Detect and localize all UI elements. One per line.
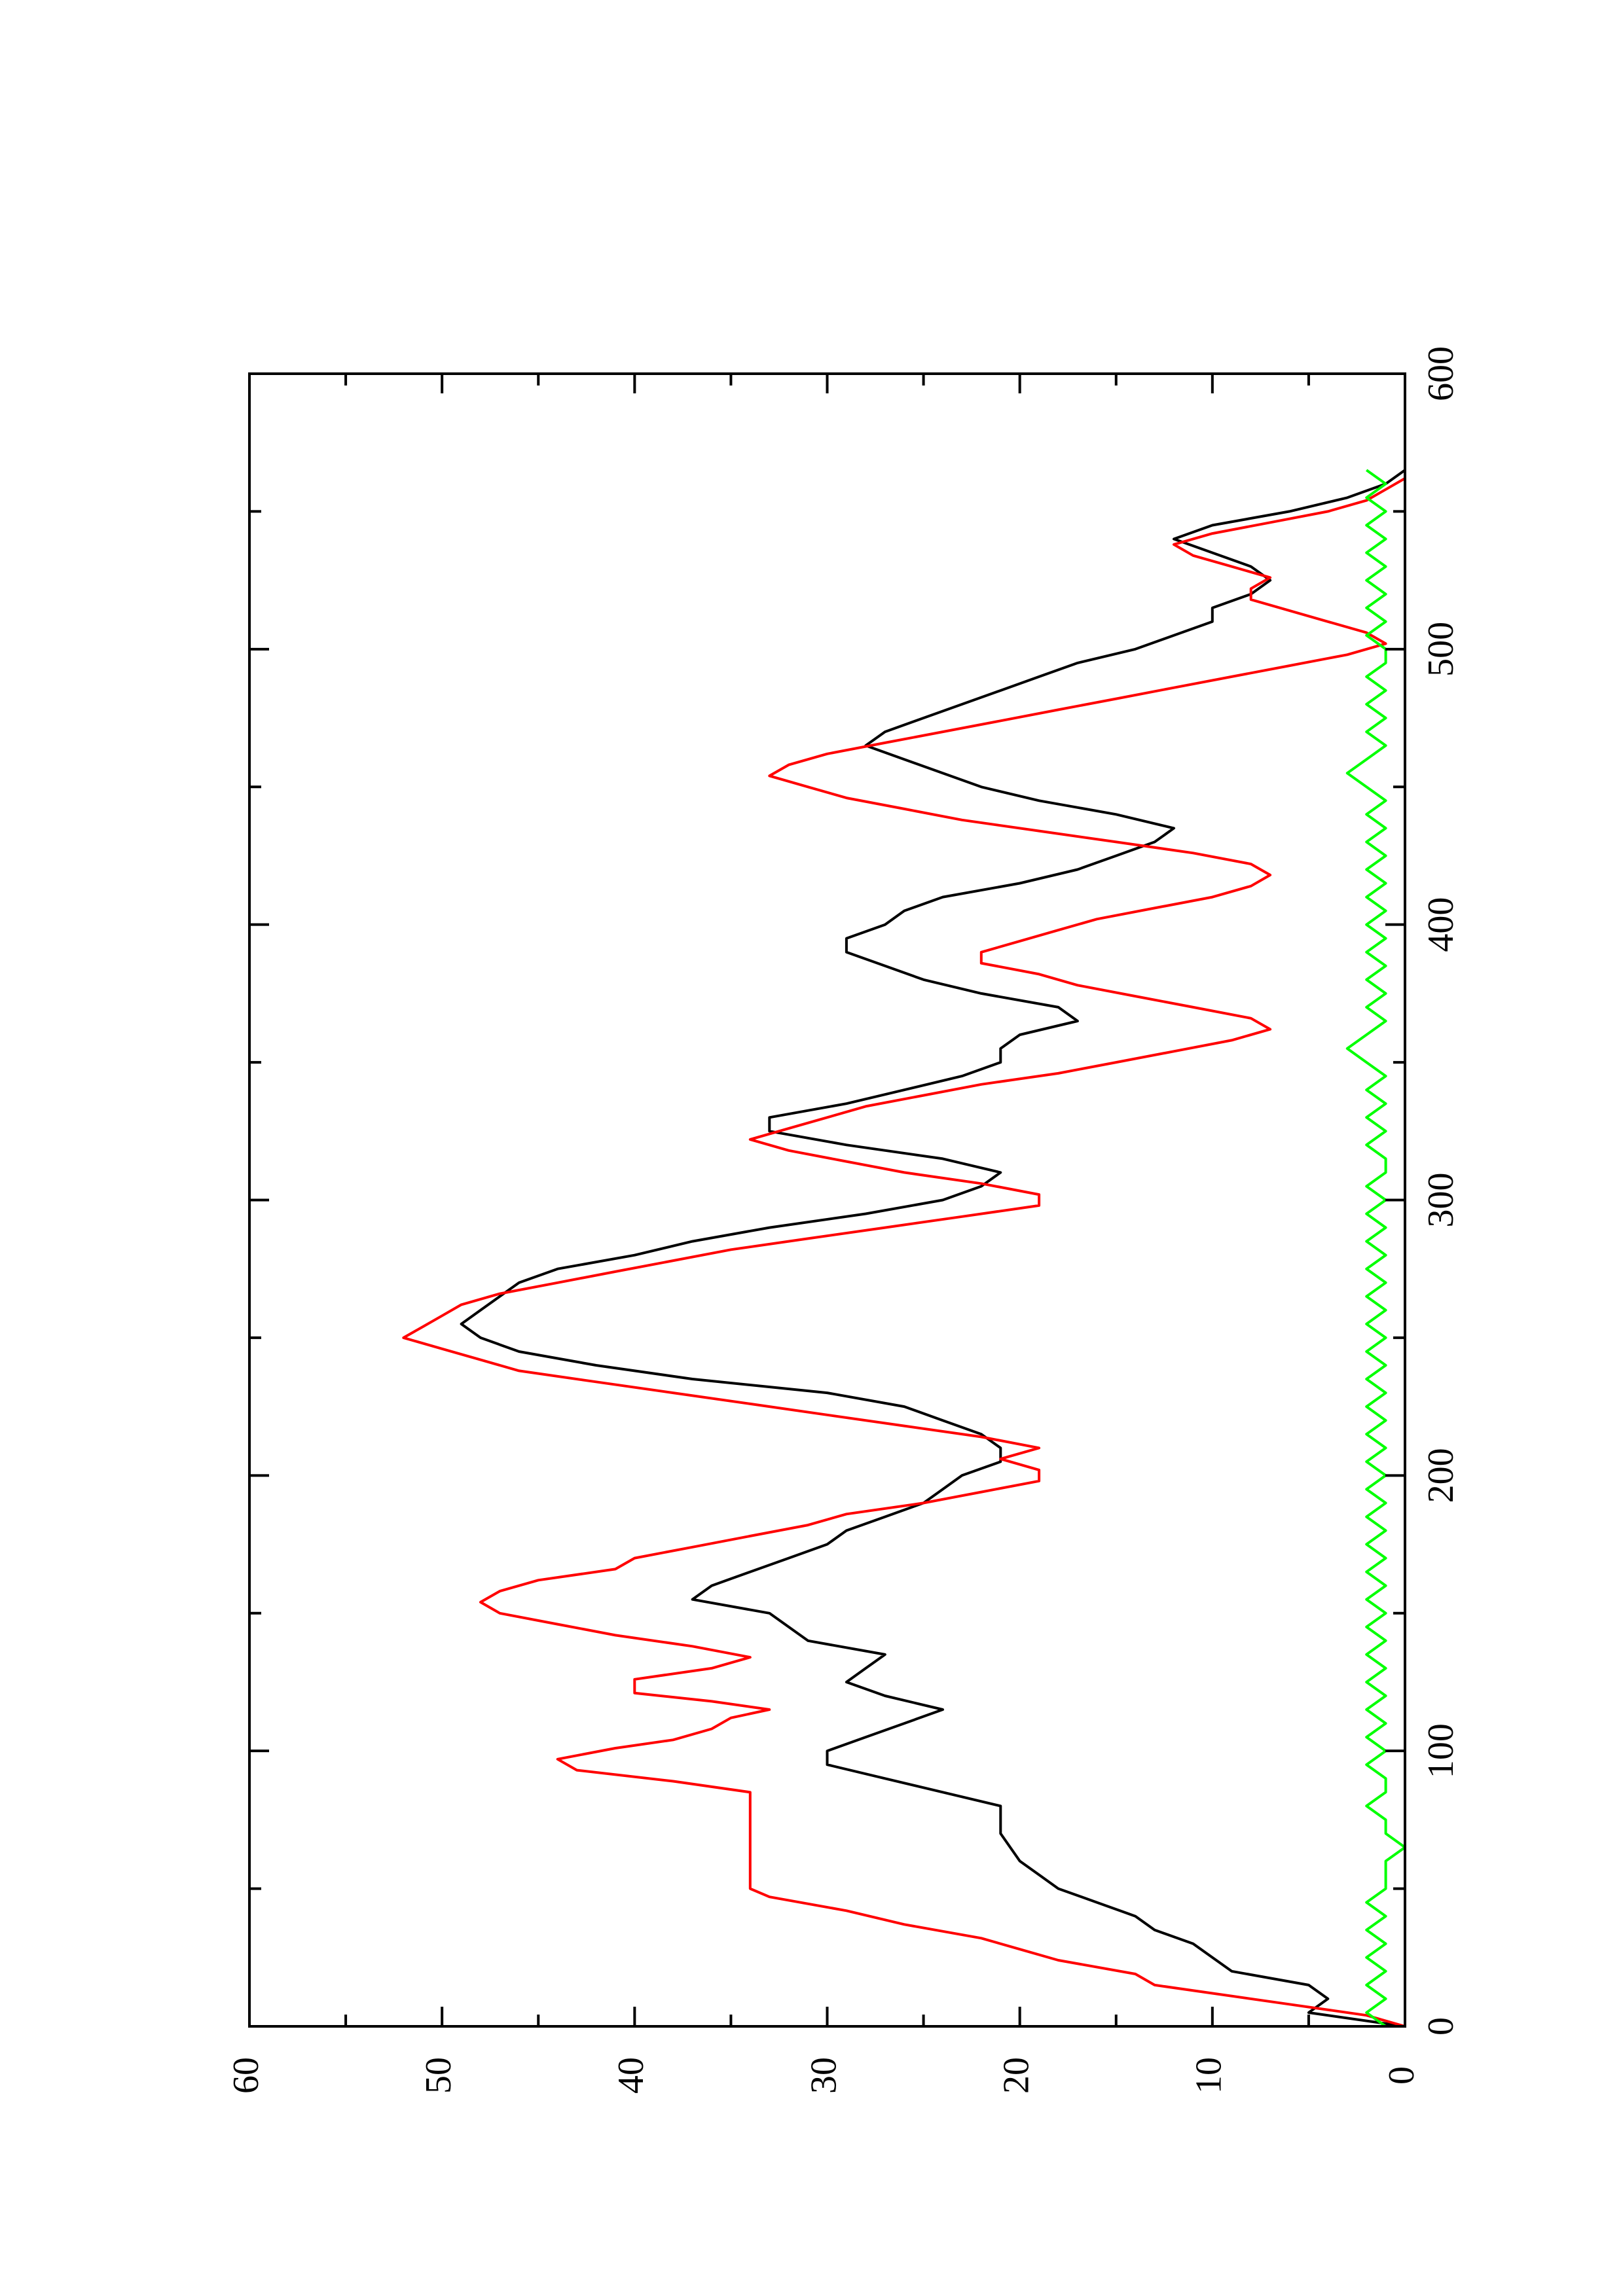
labels-layer: 0 100 200 300 400 500 600 0 10 20 30 40 50 60 xyxy=(226,346,1461,2094)
x-tick-label: 500 xyxy=(1421,622,1461,677)
y-tick-label: 50 xyxy=(418,2057,459,2094)
x-tick-label: 100 xyxy=(1421,1723,1461,1778)
y-tick-label: 40 xyxy=(611,2057,651,2094)
plot-frame xyxy=(248,372,1406,2028)
y-tick-label: 0 xyxy=(1381,2066,1422,2085)
x-tick-label: 300 xyxy=(1421,1173,1461,1228)
x-tick-label: 600 xyxy=(1421,346,1461,401)
series-layer xyxy=(402,469,1406,2028)
y-tick-label: 60 xyxy=(226,2057,266,2094)
series-red-line xyxy=(402,477,1406,2028)
series-green-line xyxy=(1345,469,1406,2028)
y-tick-label: 10 xyxy=(1189,2057,1230,2094)
x-tick-label: 200 xyxy=(1421,1448,1461,1503)
y-tick-label: 20 xyxy=(996,2057,1037,2094)
y-tick-label: 30 xyxy=(803,2057,844,2094)
x-tick-label: 0 xyxy=(1421,2017,1461,2036)
ticks-layer xyxy=(248,372,1406,2028)
x-tick-label: 400 xyxy=(1421,897,1461,952)
series-black-line xyxy=(460,469,1406,2028)
